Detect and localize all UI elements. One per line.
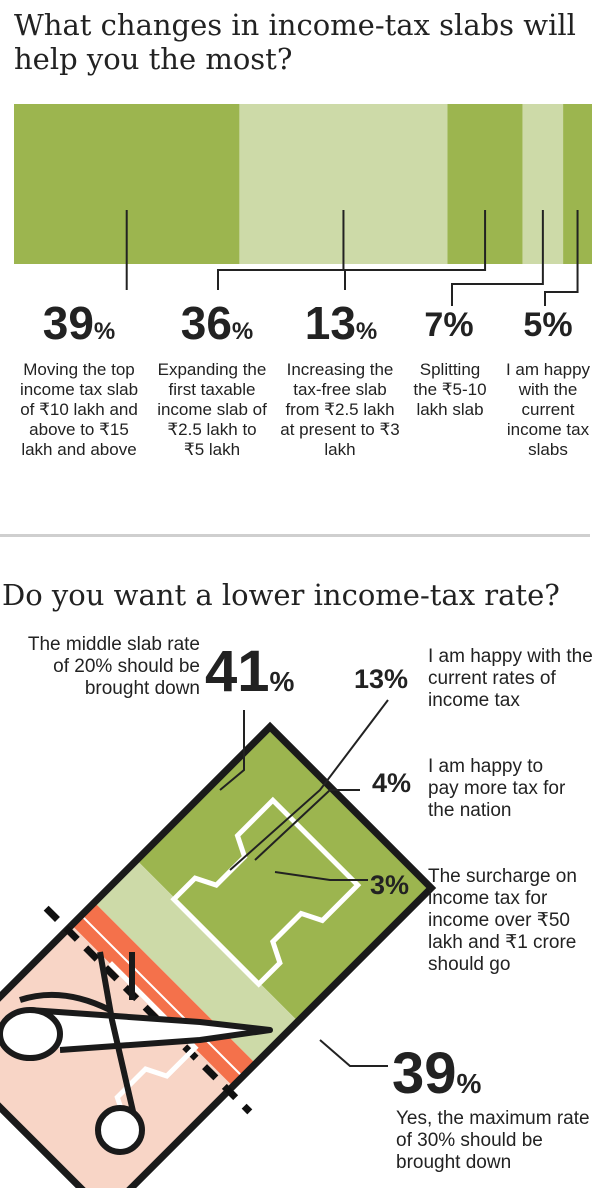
leader-line — [544, 210, 579, 306]
note-segment — [94, 860, 298, 1064]
leader-line — [451, 210, 544, 306]
leader-line — [344, 210, 487, 290]
note-segment — [71, 915, 243, 1087]
category-label-tax-free-slab: Increasing the tax-free slab from ₹2.5 l… — [280, 360, 400, 459]
leader-line — [217, 210, 345, 290]
note-outline — [0, 721, 437, 1188]
leader-line — [229, 699, 389, 871]
label-middle-slab: The middle slab rate of 20% should be br… — [27, 634, 200, 699]
scissors-icon — [0, 951, 273, 1155]
label-surcharge: The surcharge on income tax for income o… — [428, 866, 577, 975]
value-label-max-rate: 39% — [392, 1041, 482, 1106]
label-max-rate: Yes, the maximum rate of 30% should be b… — [396, 1108, 590, 1173]
chart-2-title: Do you want a lower income-tax rate? — [2, 578, 560, 612]
value-label-middle-slab: 41% — [205, 639, 295, 704]
section-divider — [0, 534, 590, 537]
value-label-happy-rates: 13% — [354, 664, 409, 694]
note-segment — [0, 925, 233, 1188]
category-label-top-slab: Moving the top income tax slab of ₹10 la… — [19, 360, 139, 459]
value-label-first-slab: 36% — [180, 297, 254, 349]
leader-line — [254, 789, 360, 861]
value-label-happy-slabs: 5% — [523, 306, 573, 344]
category-label-first-slab: Expanding the first taxable income slab … — [157, 360, 267, 459]
stacked-bar-chart — [14, 104, 592, 306]
leader-line — [219, 710, 245, 791]
value-label-surcharge: 3% — [370, 870, 410, 900]
leader-line — [319, 1039, 388, 1067]
chart-1-title: What changes in income-tax slabs will he… — [14, 8, 576, 76]
value-label-tax-free-slab: 13% — [304, 297, 378, 349]
label-pay-more: I am happy to pay more tax for the natio… — [428, 756, 566, 821]
value-label-top-slab: 39% — [42, 297, 116, 349]
leader-line — [274, 871, 368, 881]
value-label-splitting: 7% — [424, 306, 474, 344]
category-label-splitting: Splitting the ₹5-10 lakh slab — [413, 360, 487, 419]
category-label-happy-slabs: I am happy with the current income tax s… — [505, 360, 591, 459]
label-happy-rates: I am happy with the current rates of inc… — [428, 646, 593, 711]
value-label-pay-more: 4% — [372, 768, 412, 798]
